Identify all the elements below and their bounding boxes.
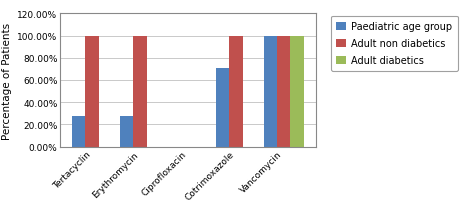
Y-axis label: Percentage of Patients: Percentage of Patients [2,22,12,139]
Bar [215,68,229,147]
Bar [133,36,146,147]
Bar [229,36,242,147]
Bar [72,116,85,147]
Bar [263,36,276,147]
Bar [290,36,303,147]
Bar [119,116,133,147]
Bar [85,36,99,147]
Legend: Paediatric age group, Adult non diabetics, Adult diabetics: Paediatric age group, Adult non diabetic… [330,17,457,71]
Bar [276,36,290,147]
